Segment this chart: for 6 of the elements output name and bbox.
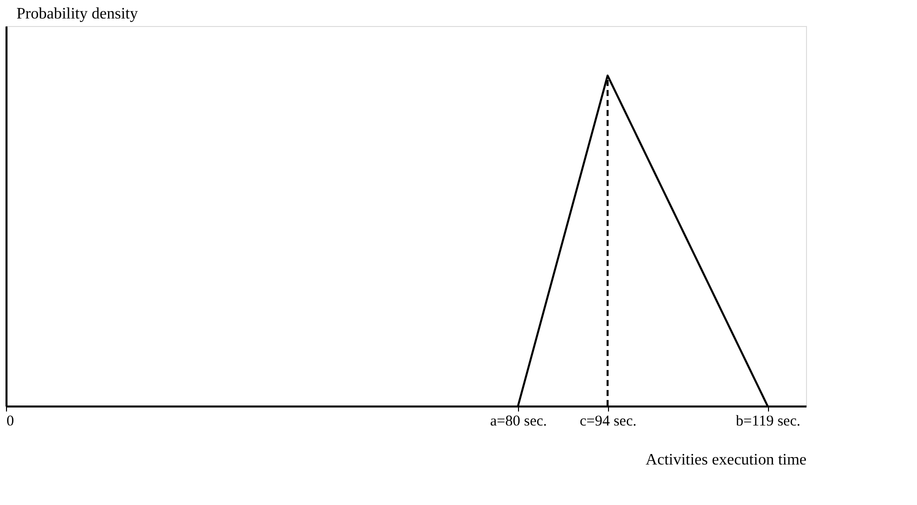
x-tick-label: a=80 sec.	[490, 414, 547, 430]
x-axis-title: Activities execution time	[646, 452, 806, 468]
x-tick-label: 0	[6, 414, 14, 430]
x-tick-label: b=119 sec.	[736, 414, 800, 430]
x-tick-label: c=94 sec.	[580, 414, 636, 430]
y-axis-title: Probability density	[16, 6, 138, 22]
